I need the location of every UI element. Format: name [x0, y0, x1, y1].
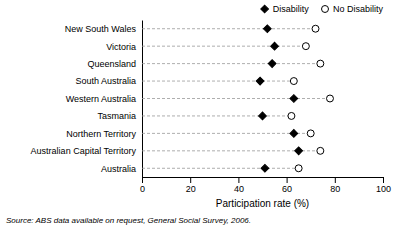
y-tick-label: Western Australia [66, 94, 136, 104]
point [317, 60, 324, 67]
point [302, 43, 309, 50]
marks [142, 25, 333, 172]
point [312, 25, 319, 32]
legend: Disability No Disability [261, 4, 384, 14]
x-tick: 40 [234, 177, 244, 194]
point [327, 95, 334, 102]
guide-line [142, 46, 306, 47]
y-tick-label: New South Wales [65, 24, 137, 34]
y-tick-label: Queensland [87, 59, 136, 69]
guide-line [142, 98, 330, 99]
guide-line [142, 81, 294, 82]
point [317, 147, 324, 154]
y-tick: Queensland [87, 59, 136, 69]
y-axis: New South Wales Victoria Queensland South A… [31, 21, 143, 178]
x-tick: 20 [186, 177, 196, 194]
point [263, 25, 271, 33]
legend-marker [261, 5, 269, 13]
x-tick: 100 [376, 177, 391, 194]
point [290, 95, 298, 103]
x-tick-label: 20 [186, 184, 196, 194]
guide-line [142, 168, 299, 169]
x-axis-title: Participation rate (%) [216, 198, 309, 209]
x-tick-mark [383, 177, 384, 183]
x-tick-label: 40 [234, 184, 244, 194]
point [268, 60, 276, 68]
x-tick-label: 100 [376, 184, 391, 194]
y-tick: New South Wales [65, 24, 137, 34]
y-tick-label: Victoria [106, 42, 136, 52]
point [288, 112, 295, 119]
y-tick-label: South Australia [75, 76, 136, 86]
point [295, 147, 303, 155]
guide-line [142, 150, 320, 151]
x-tick-mark [287, 177, 288, 183]
x-tick-mark [238, 177, 239, 183]
y-axis-line [142, 21, 143, 178]
legend-item: Disability [261, 4, 309, 14]
x-tick-label: 0 [140, 184, 145, 194]
point [261, 164, 269, 172]
guide-line [142, 63, 320, 64]
guide-line [142, 133, 311, 134]
y-tick: Northern Territory [66, 129, 136, 139]
plot: 0 20 40 60 80 100 New South Wales Victoria Queen… [31, 21, 391, 195]
y-tick: Australia [101, 164, 136, 174]
x-tick-label: 80 [330, 184, 340, 194]
y-tick-label: Australian Capital Territory [31, 146, 137, 156]
x-tick-mark [190, 177, 191, 183]
legend-marker [322, 6, 329, 13]
point [295, 165, 302, 172]
y-tick: Australian Capital Territory [31, 146, 137, 156]
legend-label: No Disability [333, 4, 384, 14]
y-tick-label: Tasmania [97, 111, 136, 121]
y-tick: South Australia [75, 76, 136, 86]
guide-line [142, 28, 316, 29]
point [259, 112, 267, 120]
guide-line [142, 115, 291, 116]
x-tick-label: 60 [282, 184, 292, 194]
y-tick-label: Australia [101, 164, 136, 174]
x-tick-mark [335, 177, 336, 183]
y-tick: Western Australia [66, 94, 136, 104]
y-tick-label: Northern Territory [66, 129, 136, 139]
chart: 0 20 40 60 80 100 New South Wales Victoria Queen… [0, 0, 397, 227]
x-tick: 0 [140, 177, 145, 194]
x-tick: 60 [282, 177, 292, 194]
x-axis-line [143, 177, 384, 178]
point [290, 130, 298, 138]
y-tick: Victoria [106, 42, 136, 52]
legend-label: Disability [273, 4, 310, 14]
x-axis: 0 20 40 60 80 100 [140, 177, 391, 194]
x-tick: 80 [330, 177, 340, 194]
y-tick: Tasmania [97, 111, 136, 121]
point [307, 130, 314, 137]
point [290, 78, 297, 85]
x-tick-mark [142, 177, 143, 183]
point [256, 77, 264, 85]
legend-item: No Disability [322, 4, 384, 14]
point [271, 42, 279, 50]
source-note: Source: ABS data available on request, G… [6, 216, 251, 225]
